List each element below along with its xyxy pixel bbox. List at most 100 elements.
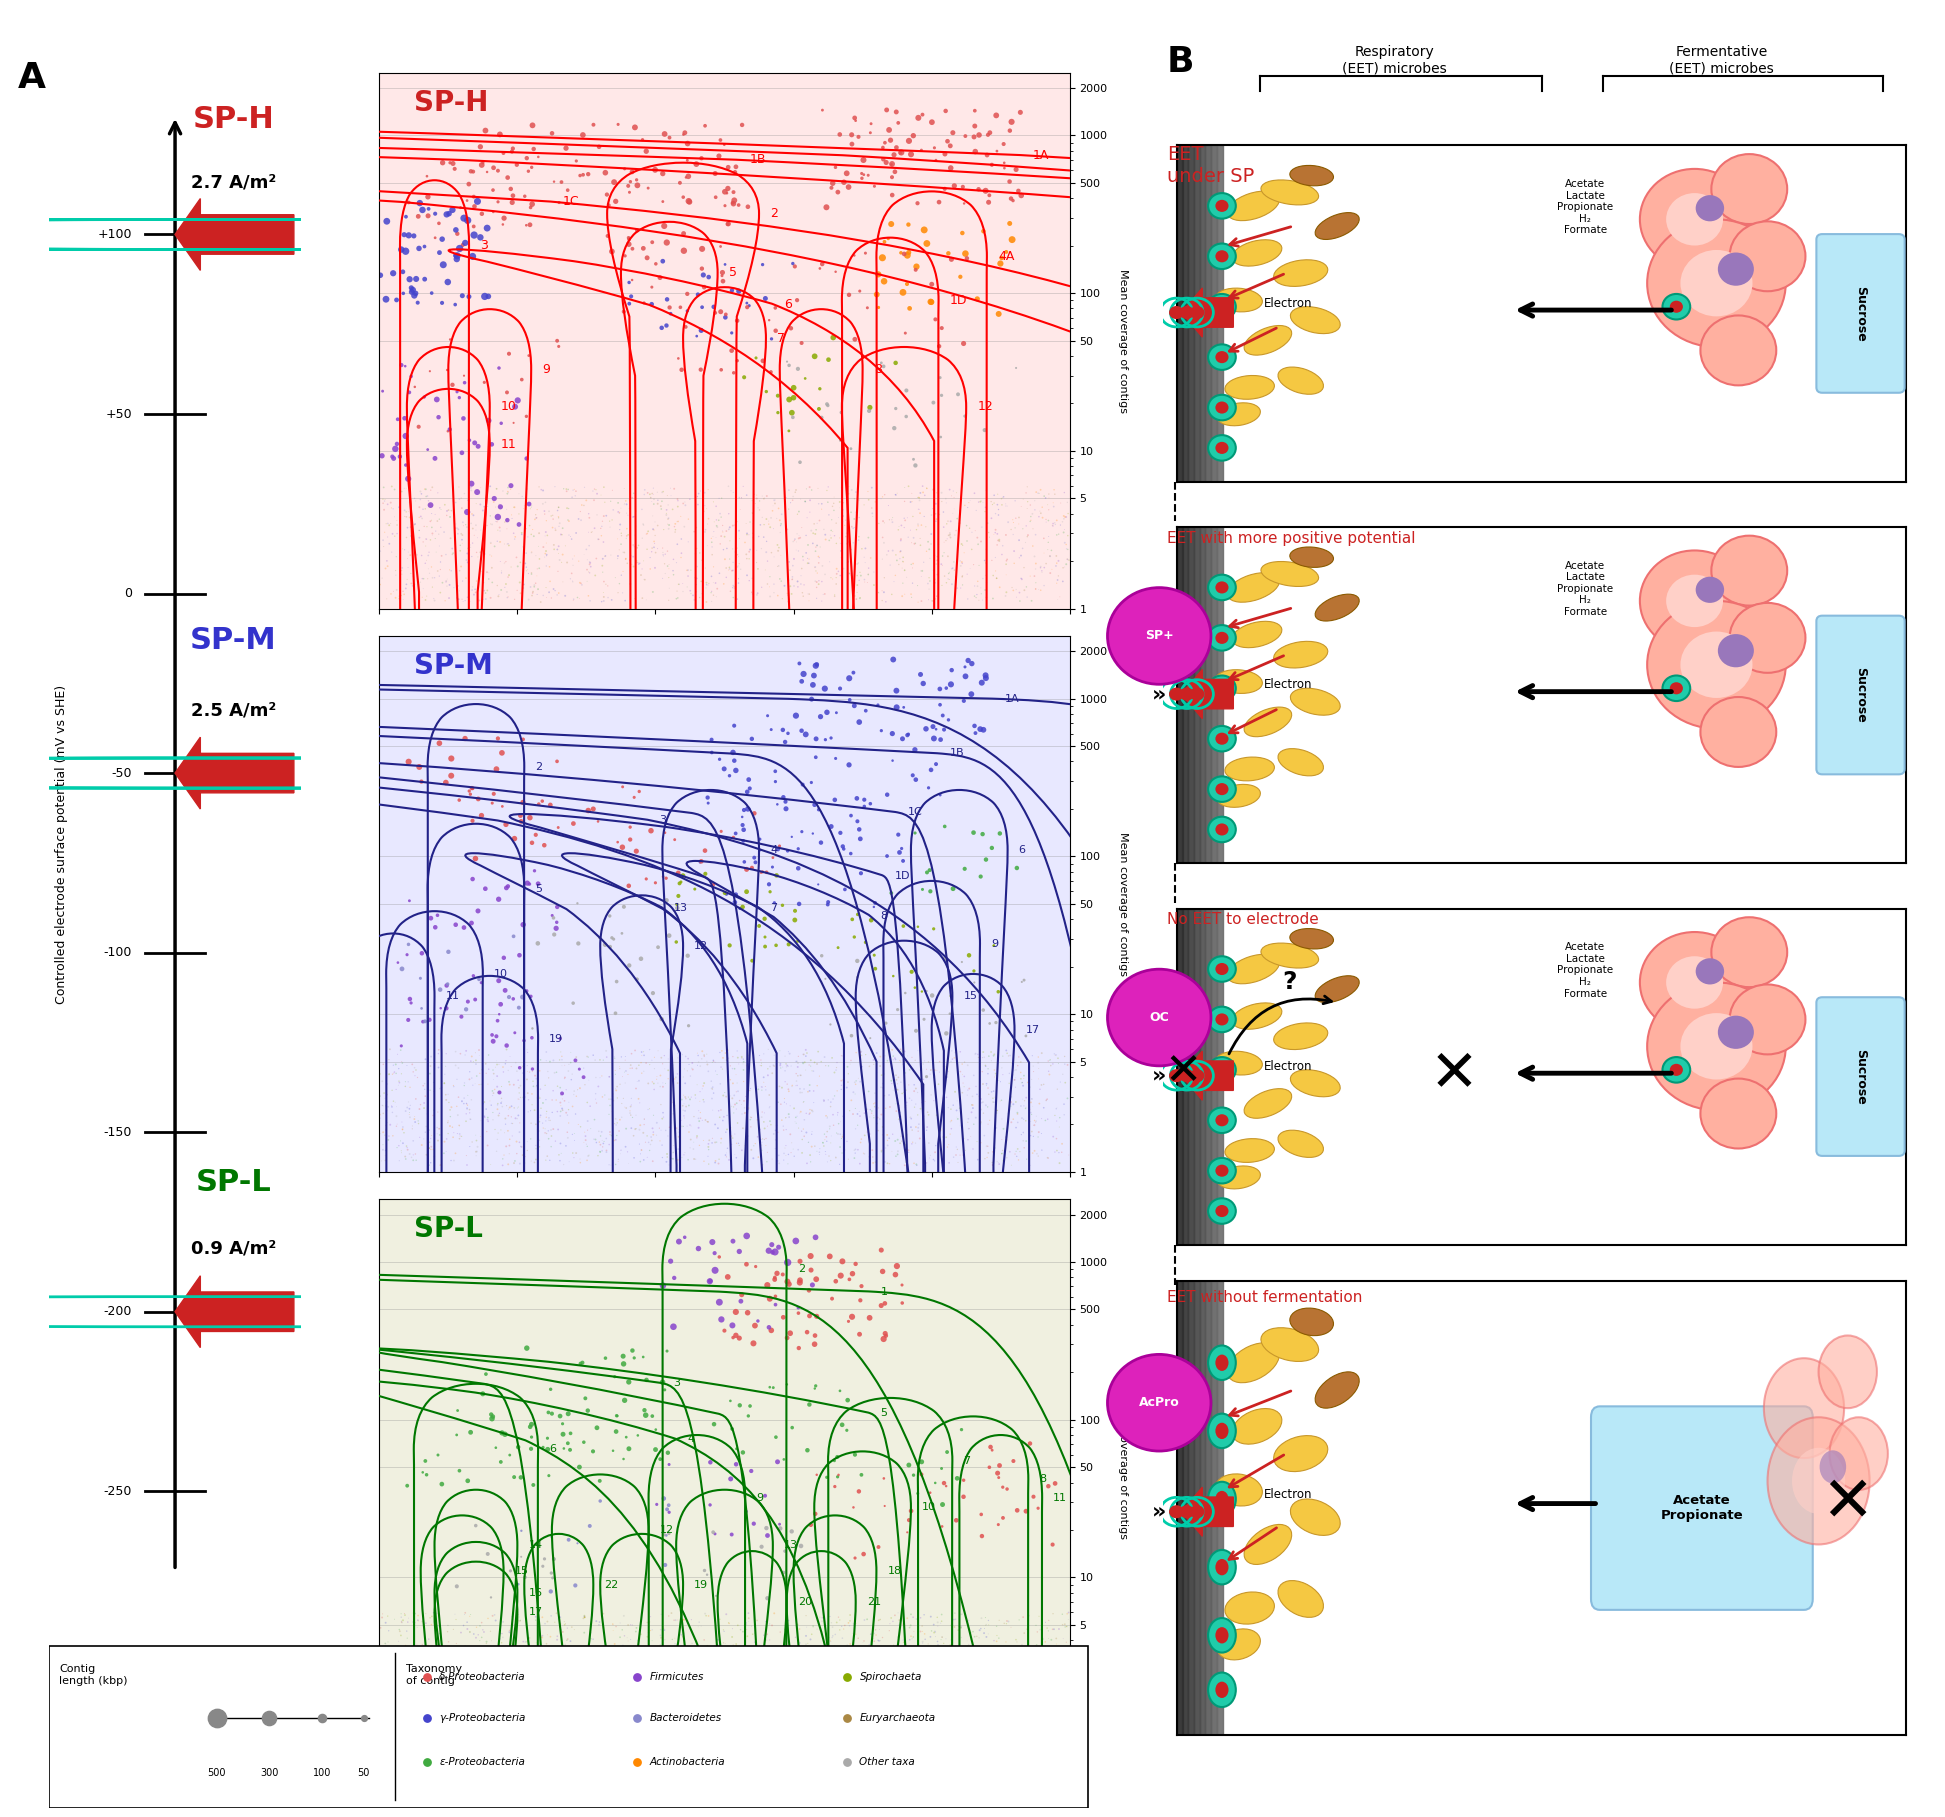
Point <box>797 1701 829 1730</box>
Point <box>772 581 803 611</box>
Point <box>1043 561 1074 591</box>
Point <box>512 521 543 551</box>
Point <box>461 516 492 545</box>
Point <box>976 1688 1008 1717</box>
Point <box>745 511 776 540</box>
Point <box>704 745 735 774</box>
Point <box>753 870 784 899</box>
Point <box>887 1050 918 1079</box>
Point <box>681 322 712 351</box>
Point <box>924 1070 955 1099</box>
Point <box>784 1099 815 1128</box>
Point <box>842 1637 873 1666</box>
Point <box>922 1101 953 1130</box>
Point <box>568 1128 599 1157</box>
Point <box>998 536 1029 565</box>
Point <box>967 1088 998 1117</box>
Point <box>381 561 412 591</box>
Point <box>550 1097 582 1127</box>
Point <box>473 1103 504 1132</box>
Point <box>535 1107 566 1136</box>
Point <box>790 487 821 516</box>
Point <box>605 1054 636 1083</box>
Point <box>572 1041 603 1070</box>
Point <box>457 576 488 605</box>
Point <box>1039 1039 1070 1068</box>
Point <box>897 529 928 558</box>
Point <box>998 1048 1029 1077</box>
Point <box>410 581 442 611</box>
Point <box>971 1052 1002 1081</box>
Point <box>607 1103 638 1132</box>
Point <box>741 1606 772 1635</box>
Point <box>846 1038 877 1067</box>
Point <box>677 1635 708 1664</box>
Point <box>1008 1643 1039 1672</box>
Point <box>535 1132 566 1161</box>
Point <box>871 1047 902 1076</box>
Point <box>533 1664 564 1693</box>
Point <box>370 1136 401 1165</box>
Point <box>936 1036 967 1065</box>
Point <box>1039 1101 1070 1130</box>
Point <box>889 318 920 347</box>
Point <box>809 1712 840 1741</box>
Point <box>690 1047 722 1076</box>
Point <box>953 1606 984 1635</box>
Point <box>371 1096 403 1125</box>
Point <box>690 574 722 603</box>
Point <box>871 1708 902 1737</box>
Point <box>478 1601 510 1630</box>
Ellipse shape <box>1245 707 1291 736</box>
Point <box>461 1686 492 1715</box>
Point <box>819 1659 850 1688</box>
Point <box>862 1703 893 1732</box>
Point <box>428 1635 459 1664</box>
Point <box>673 1083 704 1112</box>
Point <box>515 1079 547 1108</box>
Point <box>405 503 436 532</box>
Point <box>685 1107 716 1136</box>
Point <box>786 1077 817 1107</box>
Point <box>436 1637 467 1666</box>
Point <box>683 1703 714 1732</box>
Point <box>652 505 683 534</box>
Bar <box>1177 145 1183 482</box>
Point <box>910 536 941 565</box>
Point <box>1023 478 1054 507</box>
Point <box>634 1036 665 1065</box>
Point <box>698 1079 729 1108</box>
Point <box>821 1443 852 1472</box>
Point <box>974 1677 1006 1706</box>
Point <box>412 482 443 511</box>
Point <box>455 531 486 560</box>
Point <box>947 218 978 247</box>
Point <box>477 1679 508 1708</box>
Point <box>794 1639 825 1668</box>
Point <box>482 967 513 996</box>
Point <box>424 520 455 549</box>
Point <box>988 129 1019 158</box>
Point <box>778 372 809 402</box>
Point <box>393 1675 424 1704</box>
Point <box>407 939 438 968</box>
Point <box>582 1414 613 1443</box>
Point <box>626 560 657 589</box>
Point <box>523 1132 554 1161</box>
Point <box>881 1141 912 1170</box>
Point <box>408 1706 440 1735</box>
Point <box>1025 552 1056 581</box>
Point <box>515 1681 547 1710</box>
Point <box>690 1107 722 1136</box>
Point <box>457 156 488 185</box>
Point <box>659 518 690 547</box>
Point <box>615 178 646 207</box>
Point <box>749 1125 780 1154</box>
Ellipse shape <box>1225 376 1274 400</box>
Point <box>473 1666 504 1695</box>
Circle shape <box>1208 1483 1235 1515</box>
Point <box>418 1677 449 1706</box>
Point <box>696 576 727 605</box>
Point <box>399 511 430 540</box>
Point <box>597 1087 628 1116</box>
